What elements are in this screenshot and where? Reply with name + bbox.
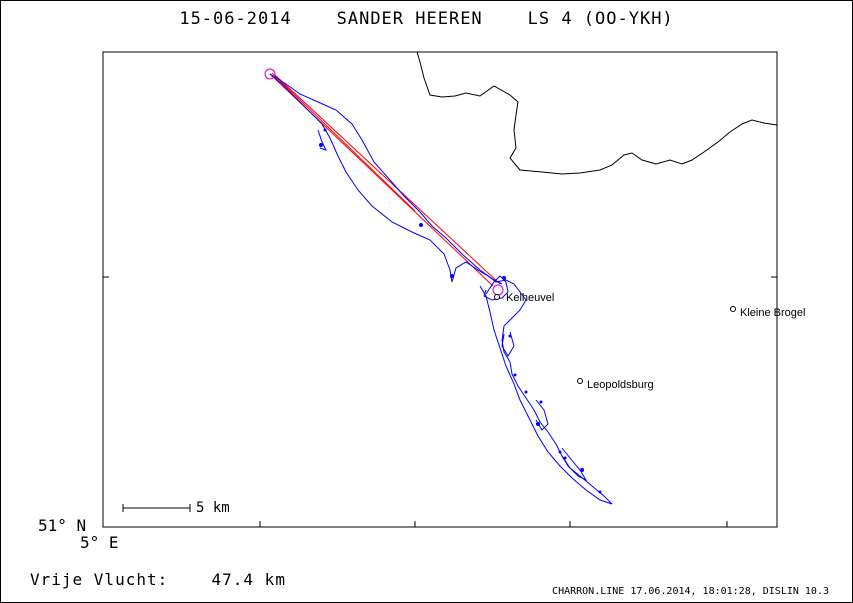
map-frame [102,51,778,528]
track-thermals [319,128,602,494]
place-marker-icon [730,306,736,312]
map-ticks [103,276,777,527]
page-title: 15-06-2014 SANDER HEEREN LS 4 (OO-YKH) [179,9,674,29]
place-label-kelheuvel: Kelheuvel [506,292,555,304]
flight-track [269,73,613,505]
longitude-label: 5° E [80,533,119,552]
flight-type-label: Vrije Vlucht: [30,570,169,589]
latitude-label: 51° N [38,516,87,535]
national-border [416,51,778,175]
finish-marker-icon [492,284,504,296]
place-label-leopoldsburg: Leopoldsburg [587,379,654,391]
place-marker-icon [577,378,583,384]
task-line [269,72,501,287]
start-marker-icon [264,68,276,80]
place-label-kleine-brogel: Kleine Brogel [740,307,806,319]
place-marker-icon [494,294,500,300]
scale-bar [122,504,191,512]
flight-summary: Vrije Vlucht: 47.4 km [30,570,286,589]
footer-credit: CHARRON.LINE 17.06.2014, 18:01:28, DISLI… [552,586,829,597]
scale-bar-label: 5 km [196,500,230,516]
flight-distance: 47.4 km [211,570,286,589]
